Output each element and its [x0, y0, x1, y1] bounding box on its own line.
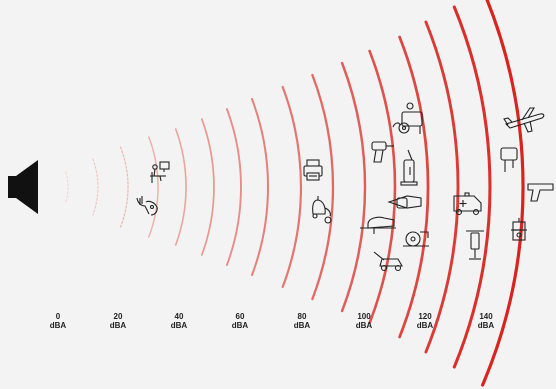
scale-unit: dBA	[293, 321, 311, 330]
whisper-icon	[136, 196, 158, 216]
fireworks-icon	[511, 218, 527, 241]
sound-wave-arc	[481, 0, 525, 387]
jigsaw-icon	[360, 216, 396, 234]
jackhammer-icon	[466, 230, 484, 260]
sound-wave-arc	[340, 61, 367, 313]
scale-value: 20	[113, 312, 123, 321]
airplane-icon	[503, 107, 545, 133]
scale-value: 120	[418, 312, 432, 321]
scale-value: 100	[357, 312, 371, 321]
sound-wave-arc	[250, 97, 270, 277]
sound-wave-arc	[398, 35, 430, 339]
pistol-icon	[527, 183, 554, 202]
sound-wave-arc	[200, 118, 215, 256]
scale-unit: dBA	[477, 321, 495, 330]
scale-unit: dBA	[109, 321, 127, 330]
sound-wave-arc	[148, 136, 159, 238]
scale-value: 140	[479, 312, 493, 321]
person-at-desk-icon	[150, 161, 170, 183]
generator-icon	[392, 102, 423, 134]
circular-saw-icon	[403, 231, 429, 247]
sound-waves	[65, 0, 525, 387]
scale-label-40: 40 dBA	[159, 312, 199, 330]
ambulance-icon	[453, 192, 482, 216]
sound-wave-arc	[225, 108, 242, 266]
vacuum-cleaner-icon	[312, 196, 332, 224]
scale-value: 60	[235, 312, 245, 321]
scale-label-20: 20 dBA	[98, 312, 138, 330]
scale-label-140: 140 dBA	[466, 312, 506, 330]
sound-wave-arc	[452, 5, 492, 369]
scale-unit: dBA	[49, 321, 67, 330]
sound-wave-arc	[368, 49, 397, 325]
scale-label-100: 100 dBA	[344, 312, 384, 330]
scale-value: 80	[297, 312, 307, 321]
scale-unit: dBA	[355, 321, 373, 330]
scale-label-60: 60 dBA	[220, 312, 260, 330]
sound-wave-arc	[311, 73, 335, 301]
chainsaw-icon	[387, 195, 422, 209]
nail-gun-icon	[500, 147, 518, 172]
sound-wave-arc	[65, 171, 69, 203]
drill-icon	[371, 141, 394, 163]
sound-wave-arc	[281, 85, 302, 289]
printer-icon	[303, 159, 323, 181]
scale-label-80: 80 dBA	[282, 312, 322, 330]
scale-label-0: 0 dBA	[38, 312, 78, 330]
sound-wave-arc	[119, 146, 129, 228]
sound-wave-arc	[92, 158, 99, 216]
scale-unit: dBA	[416, 321, 434, 330]
scale-value: 0	[55, 312, 61, 321]
scale-unit: dBA	[170, 321, 188, 330]
scale-label-120: 120 dBA	[405, 312, 445, 330]
sound-wave-arc	[174, 128, 187, 246]
sound-wave-arc	[424, 20, 460, 354]
lawn-mower-icon	[373, 251, 403, 272]
scale-unit: dBA	[231, 321, 249, 330]
pressure-washer-icon	[400, 149, 418, 186]
scale-value: 40	[174, 312, 184, 321]
speaker-icon	[8, 160, 38, 214]
